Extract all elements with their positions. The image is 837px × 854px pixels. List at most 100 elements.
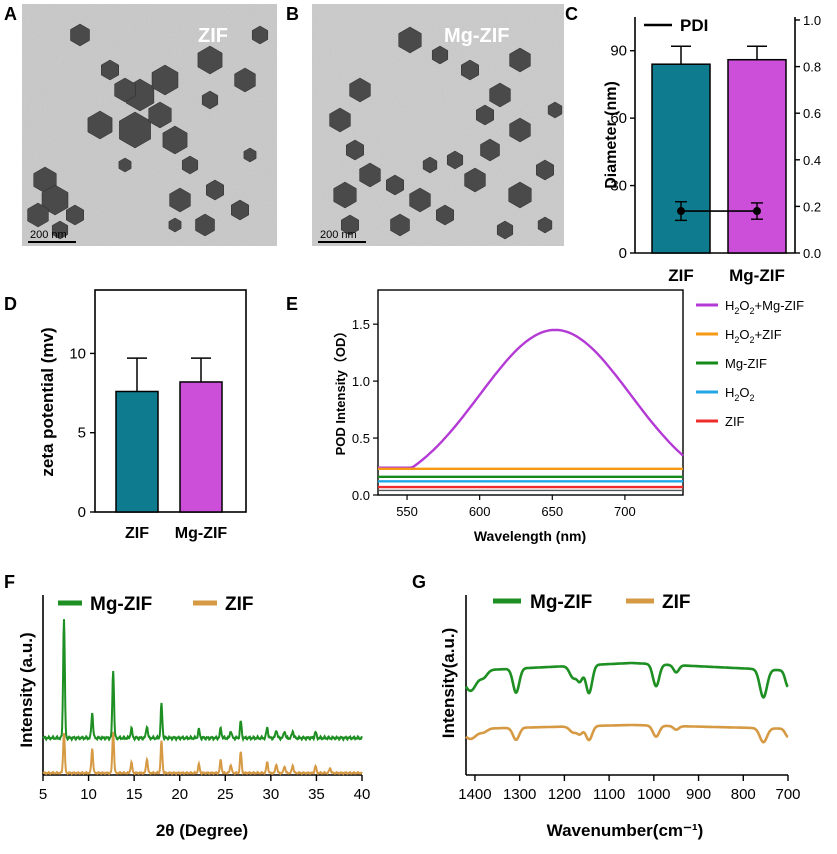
y-tick-label: 0 (78, 504, 86, 521)
crystal (151, 64, 179, 96)
crystal (162, 125, 188, 155)
crystal (181, 155, 199, 175)
chart-e-pod: 550 600 650 700 0.0 0.5 1.0 1.5 H2O2+Mg-ZIF H2O2+… (333, 289, 804, 544)
scale-bar-label: 200 nm (30, 229, 67, 241)
x-axis-label: Wavenumber(cm⁻¹) (547, 821, 704, 840)
legend-label: H2O2+ZIF (725, 327, 782, 345)
crystal (148, 101, 172, 129)
y2-tick-label: 1.0 (803, 13, 821, 28)
legend-label-mg-zif: Mg-ZIF (90, 594, 152, 615)
crystal (333, 181, 357, 209)
x-tick-label: 25 (217, 786, 234, 803)
legend-label-zif: ZIF (225, 594, 254, 615)
y-axis-label: Diameter (nm) (603, 81, 620, 189)
legend-label: ZIF (725, 414, 745, 429)
y-axis-label: POD Intensity（OD） (333, 325, 348, 456)
y-tick-label: 1.0 (352, 374, 370, 389)
crystal (201, 90, 219, 110)
crystal (234, 67, 256, 93)
legend-label: Mg-ZIF (725, 356, 767, 371)
crystal (480, 138, 500, 162)
crystal (118, 157, 132, 173)
crystal (509, 117, 531, 143)
y2-tick-label: 0.8 (803, 60, 821, 75)
tem-label-zif: ZIF (198, 25, 228, 47)
crystal (231, 199, 249, 221)
tem-image-zif: ZIF 200 nm (22, 4, 277, 246)
chart-f-xrd: 5 10 15 20 25 30 35 40 Mg-ZIF ZIF 2θ (Degree) Inten… (17, 594, 370, 840)
x-tick-label: 700 (775, 786, 800, 803)
series-line-mg-zif (464, 661, 789, 699)
crystal (27, 202, 49, 228)
x-tick-label: 15 (126, 786, 143, 803)
panel-letter-g: G (412, 572, 426, 592)
series-line-h2o2-mg-zif (378, 328, 684, 469)
panel-letter-a: A (4, 4, 17, 24)
crystal (464, 167, 486, 193)
crystal (536, 159, 554, 181)
crystal (341, 214, 359, 236)
crystal (41, 184, 69, 216)
x-tick-label: 900 (686, 786, 711, 803)
tem-image-mg-zif: Mg-ZIF 200 nm (312, 4, 564, 246)
crystal (509, 47, 531, 73)
crystal (51, 220, 69, 240)
x-tick-label: ZIF (125, 525, 149, 542)
panel-letter-f: F (4, 572, 15, 592)
crystal (359, 162, 381, 188)
y-tick-label: 90 (610, 43, 627, 60)
crystal (537, 216, 553, 234)
x-tick-label: 10 (80, 786, 97, 803)
crystal (431, 45, 449, 65)
x-tick-label: Mg-ZIF (175, 525, 228, 542)
crystal (547, 101, 563, 119)
x-tick-label: 5 (39, 786, 47, 803)
y-tick-label: 60 (610, 110, 627, 127)
y2-tick-label: 0.2 (803, 199, 821, 214)
crystal (436, 204, 454, 226)
crystal (101, 59, 119, 81)
crystal (422, 156, 438, 174)
series-line-zif (42, 731, 363, 776)
legend-label-zif: ZIF (662, 592, 691, 613)
y-tick-label: 5 (78, 425, 86, 442)
crystal (66, 204, 84, 226)
y-tick-label: 30 (610, 178, 627, 195)
x-tick-label: 30 (263, 786, 280, 803)
panel-letter-c: C (565, 4, 578, 24)
plot-frame (94, 289, 247, 513)
bar (727, 58, 787, 254)
crystal (386, 174, 404, 196)
crystal (489, 82, 511, 108)
crystal (168, 217, 182, 233)
y-axis-label: Intensity(a.u.) (439, 628, 458, 739)
crystal (446, 150, 464, 170)
scale-bar-label: 200 nm (320, 229, 357, 241)
y-tick-label: 10 (69, 345, 86, 362)
y-tick-label: 0 (619, 245, 627, 262)
crystal (508, 181, 532, 209)
crystal (398, 26, 422, 54)
x-tick-label: 650 (541, 504, 563, 519)
crystal (409, 187, 431, 213)
x-tick-label: 40 (354, 786, 371, 803)
x-tick-label: ZIF (668, 266, 694, 285)
y-tick-label: 0.5 (352, 431, 370, 446)
y2-tick-label: 0.6 (803, 106, 821, 121)
crystal (243, 147, 257, 163)
crystal (197, 45, 223, 75)
y2-tick-label: 0.0 (803, 246, 821, 261)
crystal (70, 23, 90, 47)
x-tick-label: 550 (396, 504, 418, 519)
legend-label-mg-zif: Mg-ZIF (530, 592, 592, 613)
y-axis-label: Intensity (a.u.) (17, 632, 36, 747)
x-tick-label: 700 (614, 504, 636, 519)
chart-c-diameter: 0 30 60 90 0.0 0.2 0.4 0.6 0.8 1.0 ZIF Mg-ZIF PDI Dia… (603, 13, 821, 285)
x-tick-label: 35 (308, 786, 325, 803)
legend-label: H2O2 (725, 385, 755, 403)
series-line-zif (465, 723, 789, 744)
panel-letter-e: E (286, 294, 298, 314)
pdi-point (677, 207, 685, 216)
y-axis-label: zeta potential (mv) (38, 327, 57, 476)
